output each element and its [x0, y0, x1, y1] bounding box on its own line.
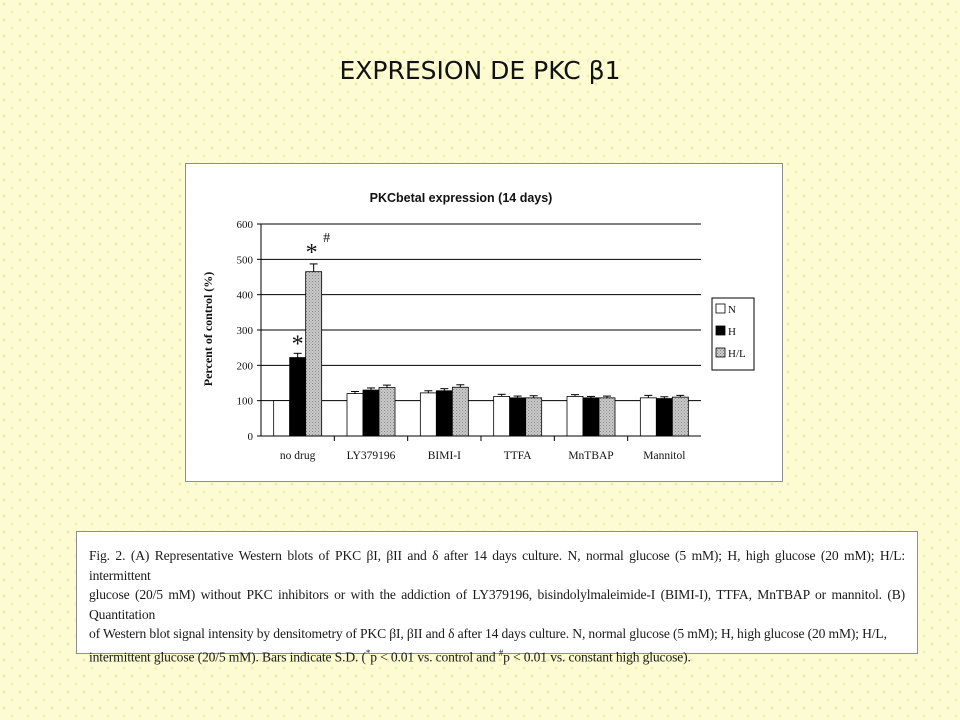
- legend-label: H/L: [728, 348, 746, 360]
- caption-line: of Western blot signal intensity by dens…: [89, 626, 887, 642]
- y-tick-label: 500: [237, 254, 254, 266]
- bar: [362, 389, 380, 437]
- significance-symbol: *: [365, 647, 371, 658]
- chart-panel: PKCbetaI expression (14 days) Percent of…: [185, 163, 783, 482]
- bar: [493, 396, 511, 437]
- chart-title: PKCbetaI expression (14 days): [370, 191, 553, 205]
- bar: [346, 393, 364, 437]
- figure-caption: Fig. 2. (A) Representative Western blots…: [76, 531, 918, 665]
- caption-line: intermittent glucose (20/5 mM). Bars ind…: [89, 644, 905, 667]
- x-tick-label: LY379196: [347, 450, 396, 462]
- legend-swatch: [715, 347, 726, 358]
- caption-text: intermittent glucose (20/5 mM). Bars ind…: [89, 649, 366, 665]
- bar: [435, 390, 453, 437]
- bar: [378, 387, 396, 437]
- bar: [305, 271, 323, 437]
- bar: [598, 397, 616, 437]
- bar: [419, 392, 437, 437]
- legend-label: N: [728, 304, 736, 316]
- legend-swatch: [715, 325, 726, 336]
- x-tick-label: no drug: [280, 450, 316, 462]
- y-tick-label: 300: [237, 325, 254, 337]
- bar: [671, 396, 689, 437]
- bar: [451, 386, 469, 437]
- y-tick-label: 100: [237, 396, 254, 408]
- x-tick-label: BIMI-I: [428, 450, 461, 462]
- legend-label: H: [728, 326, 736, 338]
- x-tick-label: TTFA: [504, 450, 533, 462]
- bar: [289, 357, 307, 437]
- bar: [509, 397, 527, 437]
- x-tick-label: Mannitol: [643, 450, 685, 462]
- legend-swatch: [715, 303, 726, 314]
- bar: [639, 397, 657, 437]
- caption-line: Fig. 2. (A) Representative Western blots…: [89, 548, 905, 583]
- bar-chart: PKCbetaI expression (14 days) Percent of…: [201, 191, 755, 462]
- slide-title: EXPRESION DE PKC β1: [339, 56, 621, 85]
- y-tick-label: 600: [237, 219, 254, 231]
- bar: [566, 396, 584, 437]
- bar: [525, 397, 543, 437]
- significance-symbol: #: [498, 647, 504, 658]
- significance-star: *: [292, 331, 304, 357]
- caption-text: p < 0.01 vs. control and: [370, 649, 499, 665]
- bar: [655, 398, 673, 437]
- caption-text: p < 0.01 vs. constant high glucose).: [503, 649, 691, 665]
- bar: [273, 400, 291, 437]
- y-tick-label: 400: [237, 290, 254, 302]
- significance-hash: #: [323, 231, 330, 246]
- significance-star: *: [306, 240, 318, 266]
- y-tick-label: 0: [248, 431, 254, 443]
- caption-line: glucose (20/5 mM) without PKC inhibitors…: [89, 587, 905, 622]
- bar: [582, 397, 600, 437]
- y-tick-label: 200: [237, 360, 254, 372]
- y-axis-label: Percent of control (%): [201, 272, 215, 387]
- x-tick-label: MnTBAP: [568, 450, 613, 462]
